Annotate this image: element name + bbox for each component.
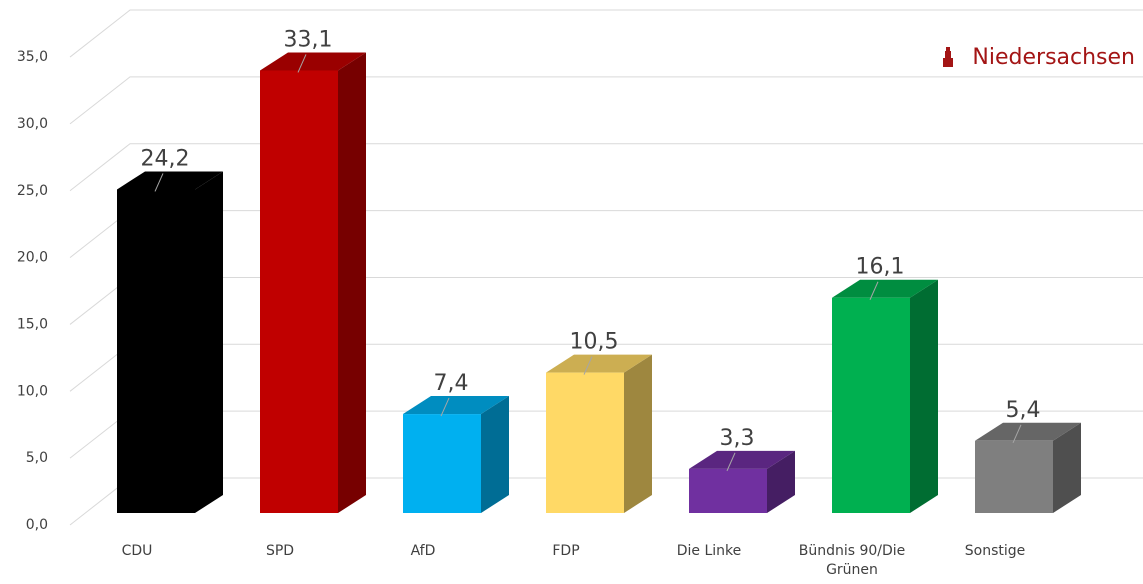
annotation: Niedersachsen: [972, 45, 1135, 70]
bar-side: [195, 171, 223, 514]
bar-top: [546, 354, 652, 373]
bar-side: [1053, 422, 1081, 513]
grid-line: [69, 76, 1143, 125]
bar-top: [260, 52, 366, 71]
y-tick-label: 0,0: [26, 517, 48, 533]
annotation-icon: [943, 47, 953, 67]
y-tick-label: 20,0: [17, 250, 48, 266]
leader-line: [297, 54, 307, 73]
leader-line: [154, 173, 164, 192]
x-tick-label: Die Linke: [676, 543, 742, 559]
bar: [689, 468, 767, 513]
grid-line: [69, 276, 1143, 325]
bar: [832, 297, 910, 513]
bar: [975, 440, 1053, 513]
bar: [117, 189, 195, 514]
bar-side: [481, 396, 509, 513]
value-label: 33,1: [284, 27, 333, 52]
leader-line: [1012, 424, 1022, 444]
value-label: 7,4: [434, 371, 469, 396]
bar-top: [117, 171, 223, 190]
bar: [546, 372, 624, 513]
value-label: 5,4: [1006, 398, 1041, 423]
bar-top: [403, 396, 509, 415]
x-tick-label: Bündnis 90/Die Grünen: [798, 543, 906, 578]
value-label: 3,3: [720, 426, 755, 451]
bar-side: [338, 52, 366, 513]
leader-line: [726, 452, 736, 472]
value-label: 10,5: [570, 330, 619, 355]
y-tick-label: 5,0: [26, 450, 48, 466]
bar: [403, 414, 481, 513]
leader-line: [440, 397, 450, 417]
y-tick-label: 25,0: [17, 183, 48, 199]
x-tick-label: Sonstige: [964, 543, 1026, 559]
x-tick-label: AfD: [410, 543, 436, 559]
bar-top: [832, 279, 938, 298]
y-tick-label: 10,0: [17, 383, 48, 399]
x-tick-label: FDP: [552, 543, 580, 559]
bar-top: [975, 422, 1081, 441]
value-label: 16,1: [856, 255, 905, 280]
value-label: 24,2: [141, 146, 190, 171]
x-tick-label: CDU: [121, 543, 153, 559]
bar-side: [910, 279, 938, 513]
bar-top: [689, 450, 795, 469]
y-tick-label: 15,0: [17, 316, 48, 332]
bar: [260, 70, 338, 513]
grid-line: [69, 143, 1143, 192]
y-tick-label: 35,0: [17, 49, 48, 65]
leader-line: [583, 356, 593, 375]
bar-side: [767, 450, 795, 513]
grid-line: [69, 9, 1143, 58]
x-tick-label: SPD: [265, 543, 295, 559]
grid-line: [69, 210, 1143, 258]
y-tick-label: 30,0: [17, 116, 48, 132]
leader-line: [869, 281, 879, 300]
bar-side: [624, 354, 652, 513]
